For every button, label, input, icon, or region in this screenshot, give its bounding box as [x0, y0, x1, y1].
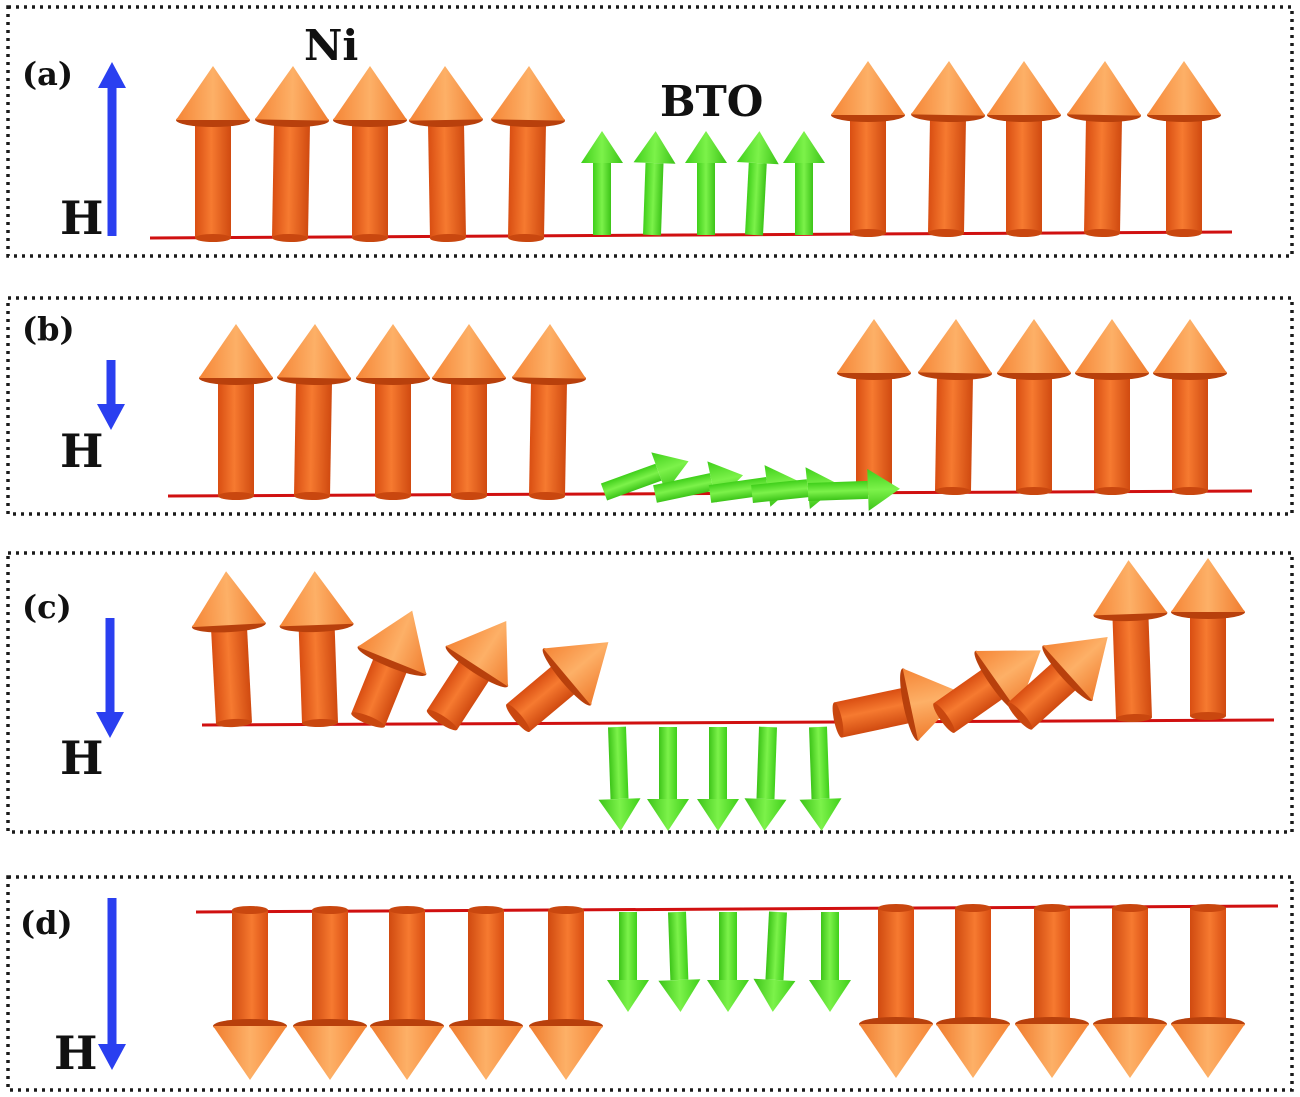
bto-spin-arrow [658, 911, 701, 1012]
bto-spin-arrow [685, 131, 727, 235]
panel-label: (d) [20, 904, 73, 942]
ni-spin-arrow [933, 650, 1041, 733]
ni-spin-arrow [529, 906, 603, 1080]
panel-frame [6, 5, 1294, 258]
spin-arrow-group [98, 898, 1245, 1080]
ni-spin-arrow [255, 66, 330, 243]
field-arrow [97, 360, 125, 430]
ni-spin-arrow [279, 571, 354, 728]
ni-spin-arrow [293, 906, 367, 1080]
bto-spin-arrow [607, 912, 649, 1012]
ni-spin-arrow [1147, 61, 1221, 237]
ni-spin-arrow [832, 668, 964, 741]
ni-spin-arrow [333, 66, 407, 242]
ni-spin-arrow [191, 571, 266, 728]
field-label: H [60, 731, 103, 785]
spin-arrow-group [96, 558, 1245, 831]
ni-spin-arrow [831, 61, 905, 237]
panel-frame [6, 296, 1294, 516]
ni-spin-arrow [859, 904, 933, 1078]
interface-line [195, 904, 1279, 914]
material-label-bto: BTO [660, 77, 763, 126]
ni-spin-arrow [491, 66, 566, 243]
bto-spin-arrow [744, 726, 787, 831]
bto-spin-arrow [736, 131, 779, 236]
field-label: H [60, 424, 103, 478]
panel-label: (b) [22, 310, 75, 348]
ni-spin-arrow [1075, 319, 1149, 495]
ni-spin-arrow [512, 324, 587, 501]
ni-spin-arrow [1093, 560, 1168, 723]
bto-spin-arrow [753, 911, 796, 1012]
ni-spin-arrow [176, 66, 250, 242]
panel-a: (a) H Ni BTO [6, 5, 1294, 258]
field-label: H [54, 1026, 97, 1080]
bto-spin-arrow [807, 468, 900, 511]
ni-spin-arrow [1015, 904, 1089, 1078]
field-arrow [98, 898, 126, 1070]
ni-spin-arrow [918, 319, 993, 496]
bto-spin-arrow [600, 452, 689, 501]
ni-spin-arrow [997, 319, 1071, 495]
panel-label: (a) [22, 55, 73, 93]
spin-arrow-group [97, 319, 1227, 511]
ni-spin-arrow [1093, 904, 1167, 1078]
ni-spin-arrow [356, 324, 430, 500]
field-label: H [60, 191, 103, 245]
ni-spin-arrow [408, 66, 483, 243]
ni-spin-arrow [351, 610, 427, 728]
panel-frame [6, 875, 1294, 1092]
bto-spin-arrow [581, 131, 623, 235]
ni-spin-arrow [1171, 558, 1245, 720]
ni-spin-arrow [1153, 319, 1227, 495]
ni-spin-arrow [449, 906, 523, 1080]
ni-spin-arrow [506, 642, 609, 733]
ni-spin-arrow [1007, 637, 1108, 730]
panel-d: (d) H [6, 875, 1294, 1092]
bto-spin-arrow [697, 727, 739, 831]
ni-spin-arrow [370, 906, 444, 1080]
ni-spin-arrow [199, 324, 273, 500]
ni-spin-arrow [277, 324, 352, 501]
bto-spin-arrow [799, 726, 842, 831]
bto-spin-arrow [598, 726, 641, 831]
panel-frame [6, 551, 1294, 834]
ni-spin-arrow [911, 61, 986, 238]
bto-spin-arrow [633, 131, 676, 236]
ni-spin-arrow [432, 324, 506, 500]
ni-spin-arrow [1171, 904, 1245, 1078]
panel-c: (c) H [6, 551, 1294, 834]
field-arrow [96, 618, 124, 738]
ni-spin-arrow [213, 906, 287, 1080]
bto-spin-arrow [647, 727, 689, 831]
ni-spin-arrow [426, 621, 509, 731]
bto-spin-arrow [809, 912, 851, 1012]
panel-b: (b) H [6, 296, 1294, 516]
ni-spin-arrow [1067, 61, 1142, 238]
ni-spin-arrow [987, 61, 1061, 237]
ni-spin-arrow [837, 319, 911, 495]
bto-spin-arrow [783, 131, 825, 235]
field-arrow [98, 62, 126, 236]
ni-spin-arrow [936, 904, 1010, 1078]
spin-arrow-group [98, 61, 1221, 243]
interface-line [149, 230, 1233, 240]
material-label-ni: Ni [304, 21, 358, 70]
panel-label: (c) [22, 588, 72, 626]
bto-spin-arrow [707, 912, 749, 1012]
